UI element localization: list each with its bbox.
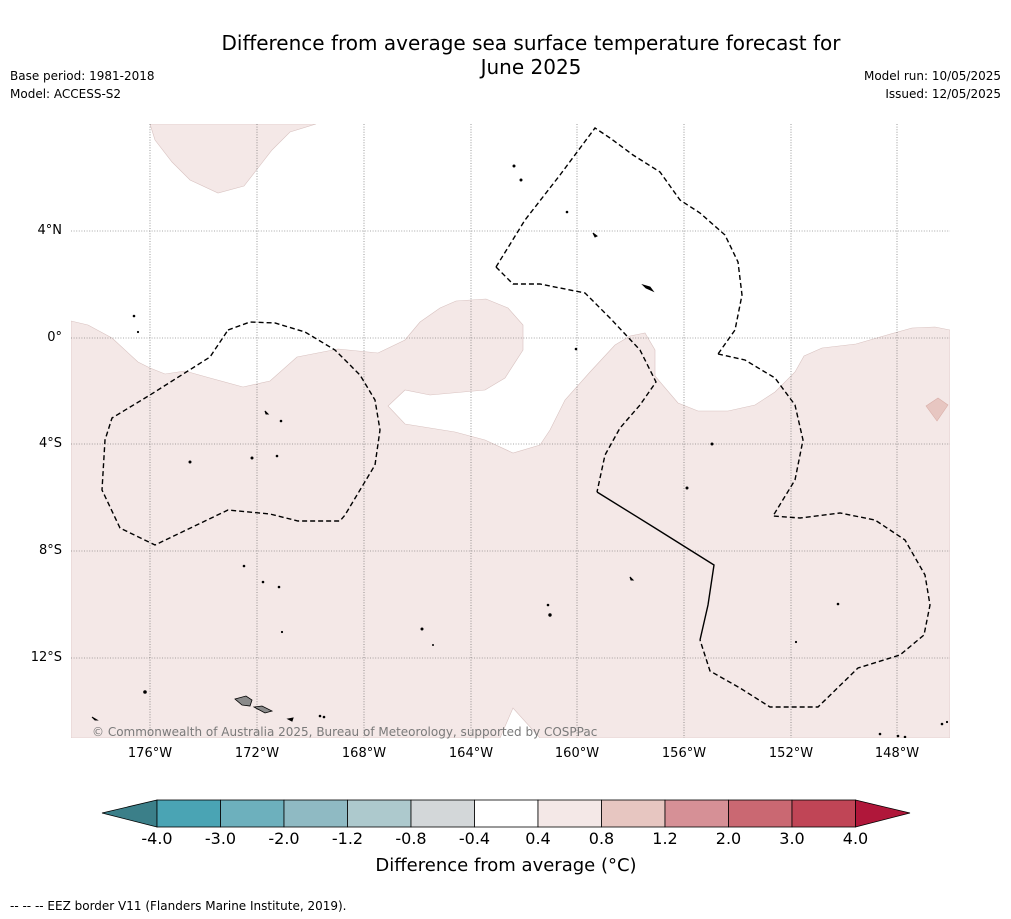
colorbar-swatch-2: [220, 799, 285, 828]
eez-footnote: -- -- -- EEZ border V11 (Flanders Marine…: [10, 899, 347, 913]
cbar-tick-1: -4.0: [141, 829, 173, 848]
colorbar-swatches: [101, 799, 911, 828]
colorbar-title: Difference from average (°C): [300, 855, 712, 876]
colorbar-unit: °C): [607, 855, 637, 876]
colorbar-arrow-high: [855, 799, 911, 828]
lat-label-equator: 0°: [47, 330, 62, 345]
colorbar-swatch-4: [347, 799, 412, 828]
cbar-tick-8: 0.8: [588, 829, 615, 848]
cbar-tick-6: -0.4: [458, 829, 491, 848]
colorbar-swatch-8: [601, 799, 666, 828]
map-title: Difference from average sea surface temp…: [180, 31, 882, 79]
issued-date: Issued: 12/05/2025: [885, 87, 1001, 101]
lat-label-4n: 4°N: [37, 223, 63, 238]
colorbar-swatch-10: [728, 799, 793, 828]
cbar-tick-10: 2.0: [715, 829, 742, 848]
lon-label-164w: 164°W: [448, 746, 494, 761]
cbar-tick-11: 3.0: [779, 829, 805, 848]
cbar-tick-2: -3.0: [204, 829, 237, 848]
copyright-text: © Commonwealth of Australia 2025, Bureau…: [92, 725, 598, 739]
lon-label-172w: 172°W: [234, 746, 280, 761]
lon-label-160w: 160°W: [554, 746, 600, 761]
eez-borders: [101, 127, 931, 708]
colorbar-swatch-7: [537, 799, 602, 828]
lon-label-176w: 176°W: [127, 746, 173, 761]
lon-label-148w: 148°W: [874, 746, 920, 761]
eez-border-central: [495, 266, 657, 493]
anomaly-region-main: [71, 298, 950, 738]
lat-label-4s: 4°S: [38, 436, 62, 451]
anomaly-region-north: [149, 124, 317, 194]
colorbar-swatch-11: [791, 799, 856, 828]
lat-label-8s: 8°S: [38, 543, 62, 558]
anomaly-regions: [71, 124, 950, 738]
cbar-tick-3: -2.0: [268, 829, 300, 848]
colorbar: [101, 799, 911, 828]
eez-border-north: [495, 127, 743, 355]
cbar-tick-9: 1.2: [652, 829, 678, 848]
cbar-tick-7: 0.4: [525, 829, 551, 848]
base-period: Base period: 1981-2018: [10, 69, 155, 83]
lon-label-156w: 156°W: [661, 746, 707, 761]
lon-label-168w: 168°W: [341, 746, 387, 761]
samoa-islands: [234, 695, 274, 714]
cbar-tick-5: -0.8: [395, 829, 427, 848]
graticule: [71, 124, 950, 738]
islands: [91, 164, 949, 738]
colorbar-swatch-9: [664, 799, 729, 828]
model-name: Model: ACCESS-S2: [10, 87, 122, 101]
title-line-1: Difference from average sea surface temp…: [221, 31, 841, 55]
lon-label-152w: 152°W: [768, 746, 814, 761]
model-run: Model run: 10/05/2025: [863, 69, 1001, 83]
colorbar-swatch-3: [283, 799, 348, 828]
lat-label-12s: 12°S: [30, 650, 62, 665]
eez-border-southeast: [699, 353, 931, 708]
meta-right: Model run: 10/05/2025 Issued: 12/05/2025: [864, 67, 1001, 103]
warm-patch: [925, 397, 949, 422]
colorbar-arrow-low: [101, 799, 158, 828]
eez-border-solid-segment: [596, 491, 715, 641]
colorbar-swatch-6: [474, 799, 539, 828]
eez-border-west: [101, 321, 381, 546]
colorbar-swatch-5: [410, 799, 475, 828]
colorbar-swatch-1: [156, 799, 221, 828]
cbar-tick-12: 4.0: [842, 829, 869, 848]
title-line-2: June 2025: [480, 55, 582, 79]
cbar-tick-4: -1.2: [331, 829, 364, 848]
meta-left: Base period: 1981-2018 Model: ACCESS-S2: [10, 67, 155, 103]
colorbar-title-text: Difference from average (: [375, 855, 608, 876]
